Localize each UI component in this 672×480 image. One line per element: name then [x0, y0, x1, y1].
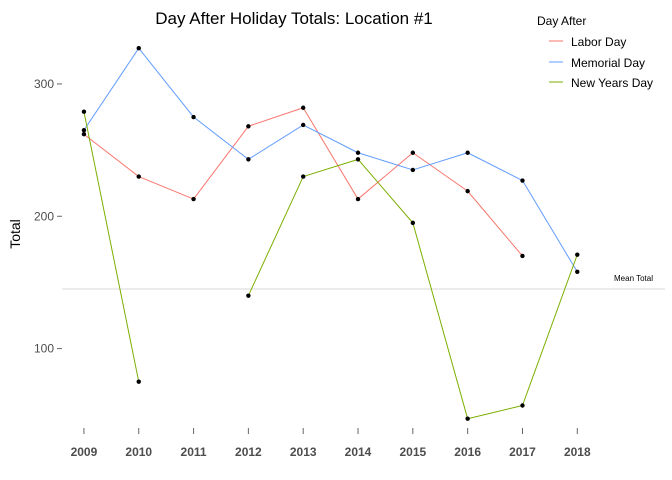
x-tick-label-2013: 2013 [290, 445, 317, 459]
mean-total-label: Mean Total [614, 274, 653, 283]
point-new-years-day-2010 [136, 379, 141, 384]
y-axis-label: Total [7, 219, 23, 249]
point-memorial-day-2013 [301, 122, 306, 128]
point-new-years-day-2009 [81, 109, 87, 114]
point-new-years-day-2012 [246, 293, 251, 298]
point-memorial-day-2014 [355, 150, 361, 155]
series-points [81, 46, 580, 421]
y-axis: 100 200 300 [34, 77, 62, 356]
point-labor-day-2013 [301, 105, 306, 110]
point-labor-day-2009 [81, 132, 87, 137]
point-labor-day-2012 [246, 124, 251, 129]
legend: Day After Labor Day Memorial Day New Yea… [537, 14, 653, 90]
point-new-years-day-2017 [520, 403, 525, 408]
point-new-years-day-2016 [465, 416, 470, 421]
point-labor-day-2017 [520, 253, 525, 259]
legend-label-new-years-day: New Years Day [571, 76, 653, 90]
y-tick-label-300: 300 [34, 77, 54, 91]
point-memorial-day-2010 [136, 46, 141, 51]
legend-item-memorial-day: Memorial Day [549, 56, 645, 70]
x-tick-label-2015: 2015 [399, 445, 426, 459]
point-new-years-day-2018 [575, 252, 580, 257]
x-tick-label-2014: 2014 [345, 445, 372, 459]
point-new-years-day-2013 [301, 174, 306, 179]
x-tick-label-2011: 2011 [181, 445, 207, 459]
legend-label-memorial-day: Memorial Day [571, 56, 645, 70]
y-tick-label-100: 100 [34, 342, 54, 356]
x-tick-label-2009: 2009 [71, 445, 98, 459]
point-labor-day-2011 [191, 196, 196, 202]
legend-label-labor-day: Labor Day [571, 35, 626, 49]
point-memorial-day-2017 [520, 178, 525, 183]
chart-title: Day After Holiday Totals: Location #1 [155, 9, 433, 28]
point-memorial-day-2016 [465, 150, 470, 155]
series-line-memorial-day-segment-1 [83, 47, 578, 273]
point-memorial-day-2011 [191, 114, 196, 120]
x-tick-label-2016: 2016 [454, 445, 481, 459]
x-tick-label-2012: 2012 [235, 445, 262, 459]
x-tick-label-2017: 2017 [509, 445, 536, 459]
x-tick-label-2018: 2018 [564, 445, 591, 459]
legend-item-new-years-day: New Years Day [549, 76, 653, 90]
point-memorial-day-2015 [410, 167, 416, 173]
x-tick-label-2010: 2010 [125, 445, 152, 459]
point-labor-day-2016 [465, 188, 470, 194]
point-new-years-day-2014 [355, 157, 361, 162]
legend-item-labor-day: Labor Day [549, 35, 626, 49]
point-memorial-day-2012 [246, 157, 251, 162]
point-memorial-day-2009 [81, 128, 87, 133]
point-labor-day-2015 [410, 150, 416, 155]
series-line-new-years-day-segment-1 [83, 111, 140, 383]
point-labor-day-2014 [355, 196, 361, 202]
point-new-years-day-2015 [410, 220, 416, 226]
y-tick-label-200: 200 [34, 209, 54, 223]
legend-title: Day After [537, 14, 586, 28]
point-labor-day-2010 [136, 174, 141, 179]
point-memorial-day-2018 [575, 269, 580, 275]
x-axis: 2009 2010 2011 2012 2013 2014 2015 2016 2017 2018 [71, 428, 591, 459]
